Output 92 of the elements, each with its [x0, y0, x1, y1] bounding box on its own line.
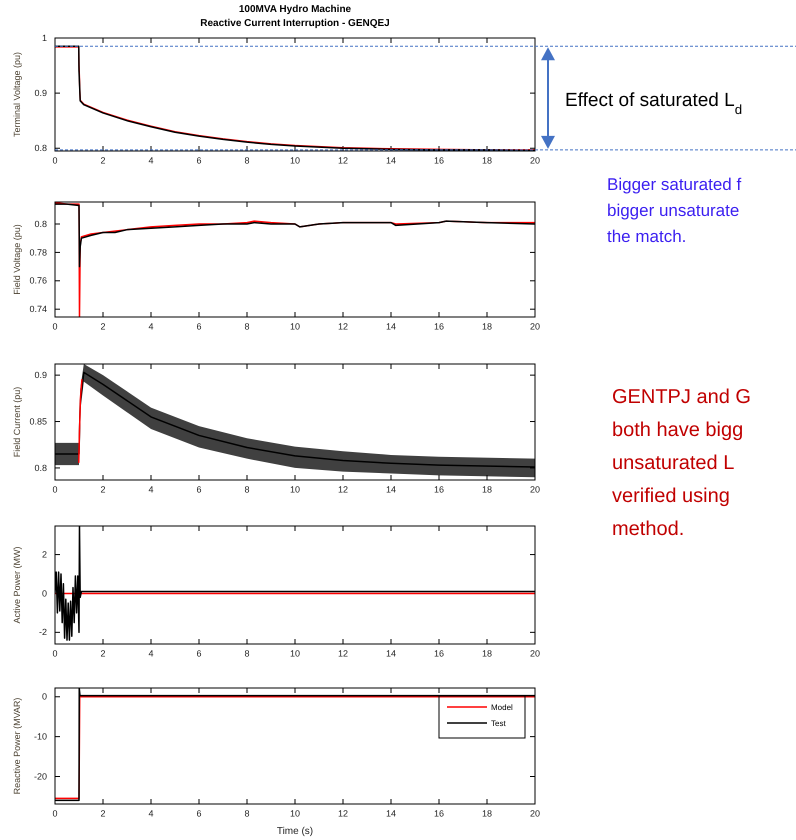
x-tick-label: 14 [386, 808, 396, 818]
x-tick-label: 6 [196, 155, 202, 166]
x-tick-label: 20 [530, 808, 540, 818]
y-axis-title: Terminal Voltage (pu) [12, 52, 22, 138]
x-tick-label: 2 [100, 321, 106, 332]
x-axis-title: Time (s) [276, 826, 314, 837]
x-tick-label: 8 [244, 321, 250, 332]
x-tick-label: 4 [148, 155, 154, 166]
legend-label: Model [491, 703, 514, 712]
x-tick-label: 8 [244, 808, 250, 818]
y-tick-label: 0.9 [34, 88, 47, 98]
x-tick-label: 0 [52, 321, 58, 332]
x-tick-label: 2 [100, 155, 106, 166]
text: the match. [607, 227, 686, 246]
y-tick-label: 0.76 [29, 276, 47, 286]
y-axis-title: Reactive Power (MVAR) [12, 698, 22, 794]
x-tick-label: 2 [100, 648, 106, 658]
x-tick-label: 16 [434, 808, 444, 818]
x-tick-label: 20 [530, 484, 540, 494]
x-tick-label: 0 [52, 155, 58, 166]
y-tick-label: 0.8 [34, 218, 47, 229]
line-series [55, 526, 535, 641]
y-tick-label: 0.8 [34, 462, 47, 473]
x-tick-label: 12 [338, 484, 348, 494]
x-tick-label: 4 [148, 808, 154, 818]
text: unsaturated L [612, 452, 734, 474]
y-tick-label: -20 [34, 771, 47, 782]
chart-subtitle: Reactive Current Interruption - GENQEJ [200, 18, 390, 29]
x-tick-label: 18 [482, 484, 492, 494]
x-tick-label: 0 [52, 808, 58, 818]
x-tick-label: 16 [434, 155, 444, 166]
chart-title: 100MVA Hydro Machine [238, 4, 352, 15]
y-tick-label: -10 [34, 732, 47, 742]
y-tick-label: 0.85 [29, 416, 47, 426]
y-tick-label: 2 [42, 549, 47, 560]
y-axis-title: Active Power (MW) [12, 546, 22, 624]
x-tick-label: 2 [100, 808, 106, 818]
x-tick-label: 12 [338, 321, 348, 332]
y-tick-label: -2 [38, 627, 47, 638]
x-tick-label: 2 [100, 484, 106, 494]
x-tick-label: 6 [196, 484, 202, 494]
line-series [78, 379, 83, 464]
x-tick-label: 10 [290, 321, 300, 332]
x-tick-label: 0 [52, 648, 58, 658]
x-tick-label: 14 [386, 648, 396, 658]
y-tick-label: 0 [42, 588, 47, 598]
x-tick-label: 16 [434, 321, 444, 332]
x-tick-label: 4 [148, 648, 154, 658]
x-tick-label: 10 [290, 648, 300, 658]
text: verified using [612, 485, 730, 507]
x-tick-label: 18 [482, 808, 492, 818]
x-tick-label: 16 [434, 484, 444, 494]
x-tick-label: 14 [386, 321, 396, 332]
text: method. [612, 518, 684, 540]
y-tick-label: 0.8 [34, 143, 47, 154]
x-tick-label: 12 [338, 648, 348, 658]
x-tick-label: 12 [338, 155, 348, 166]
x-tick-label: 6 [196, 321, 202, 332]
x-tick-label: 8 [244, 155, 250, 166]
x-tick-label: 8 [244, 648, 250, 658]
x-tick-label: 8 [244, 484, 250, 494]
legend-label: Test [491, 719, 506, 728]
y-tick-label: 0.78 [29, 247, 47, 258]
y-tick-label: 0.9 [34, 370, 47, 380]
x-tick-label: 6 [196, 648, 202, 658]
x-tick-label: 12 [338, 808, 348, 818]
text: bigger unsaturate [607, 201, 740, 220]
text: GENTPJ and G [612, 386, 751, 408]
text: Effect of saturated L$_{d}$ [565, 90, 742, 116]
x-tick-label: 6 [196, 808, 202, 818]
text: Bigger saturated f [607, 175, 742, 194]
text: both have bigg [612, 419, 744, 441]
x-tick-label: 20 [530, 648, 540, 658]
y-axis-title: Field Voltage (pu) [12, 224, 22, 295]
x-tick-label: 0 [52, 484, 58, 494]
x-tick-label: 18 [482, 648, 492, 658]
x-tick-label: 20 [530, 155, 540, 166]
x-tick-label: 10 [290, 155, 300, 166]
y-tick-label: 0 [42, 692, 47, 702]
y-tick-label: 0.74 [29, 304, 47, 314]
y-tick-label: 1 [42, 32, 47, 43]
x-tick-label: 4 [148, 321, 154, 332]
x-tick-label: 18 [482, 155, 492, 166]
y-axis-title: Field Current (pu) [12, 386, 22, 458]
x-tick-label: 4 [148, 484, 154, 494]
x-tick-label: 18 [482, 321, 492, 332]
x-tick-label: 14 [386, 155, 396, 166]
x-tick-label: 20 [530, 321, 540, 332]
x-tick-label: 10 [290, 484, 300, 494]
x-tick-label: 14 [386, 484, 396, 494]
x-tick-label: 16 [434, 648, 444, 658]
x-tick-label: 10 [290, 808, 300, 818]
